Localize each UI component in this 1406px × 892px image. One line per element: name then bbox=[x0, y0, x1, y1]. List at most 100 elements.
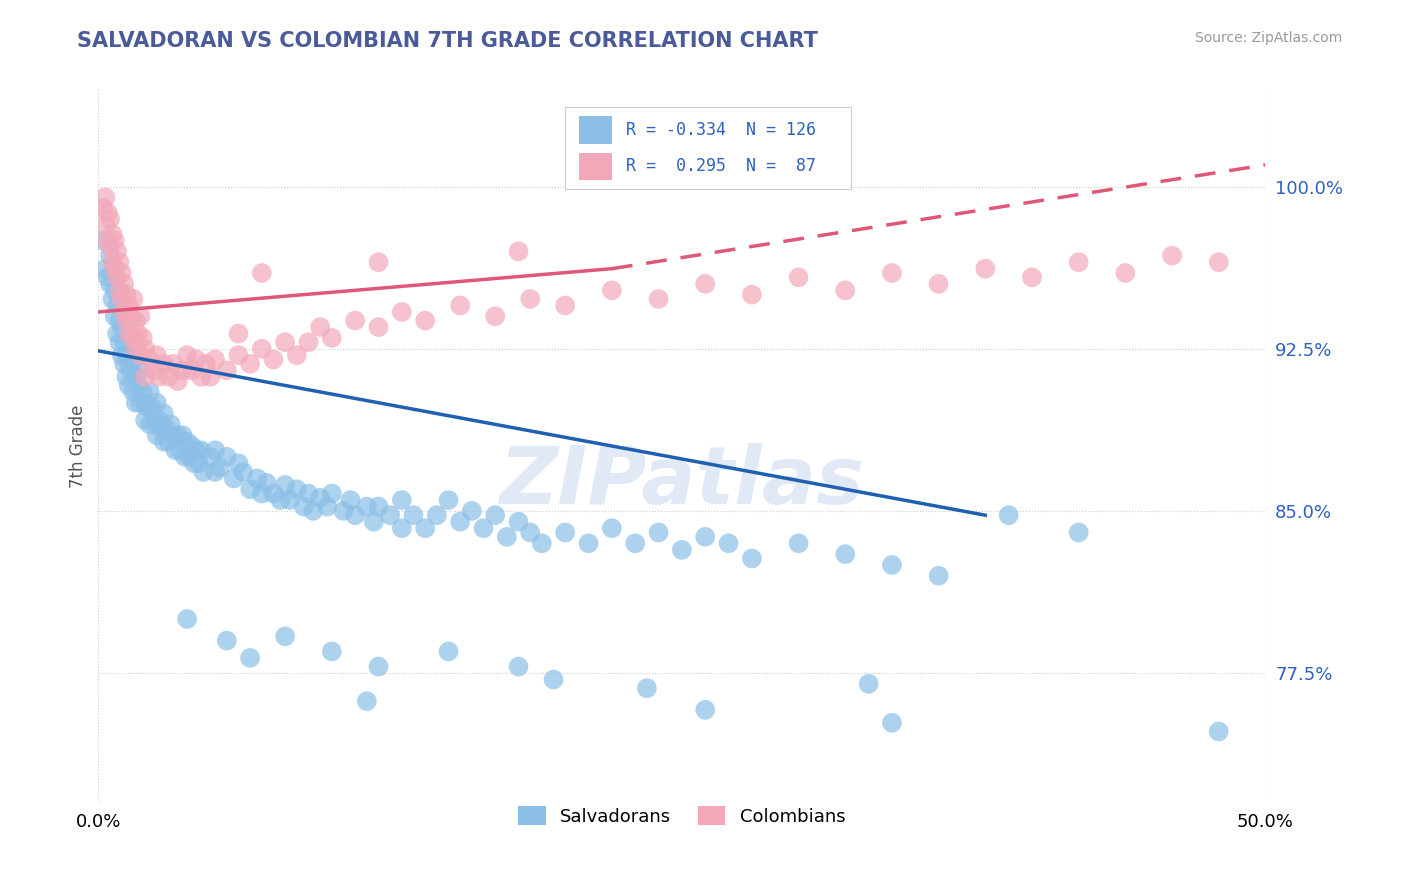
Point bbox=[302, 504, 325, 518]
Point bbox=[127, 326, 149, 341]
Point bbox=[104, 310, 127, 324]
Point bbox=[108, 313, 131, 327]
Point bbox=[274, 335, 297, 350]
Point bbox=[122, 352, 145, 367]
Point bbox=[1021, 270, 1043, 285]
Point bbox=[152, 357, 174, 371]
Point bbox=[339, 493, 361, 508]
Point bbox=[367, 659, 389, 673]
Point bbox=[152, 407, 174, 421]
Point bbox=[111, 292, 134, 306]
Point bbox=[578, 536, 600, 550]
Point bbox=[183, 456, 205, 470]
Point bbox=[519, 292, 541, 306]
Point bbox=[391, 493, 413, 508]
Point bbox=[426, 508, 449, 523]
Point bbox=[162, 357, 184, 371]
Point bbox=[519, 525, 541, 540]
Point bbox=[101, 266, 124, 280]
Point bbox=[94, 190, 117, 204]
Point bbox=[671, 542, 693, 557]
Point bbox=[112, 335, 135, 350]
Point bbox=[508, 659, 530, 673]
Point bbox=[159, 417, 181, 432]
Point bbox=[172, 363, 194, 377]
Point bbox=[1067, 255, 1090, 269]
Point bbox=[101, 255, 124, 269]
Point bbox=[880, 266, 903, 280]
Point bbox=[127, 378, 149, 392]
Point bbox=[97, 270, 120, 285]
Point bbox=[98, 211, 121, 226]
Point bbox=[152, 434, 174, 449]
Point bbox=[496, 530, 519, 544]
Point bbox=[269, 493, 291, 508]
Point bbox=[484, 310, 506, 324]
Point bbox=[125, 342, 148, 356]
Point bbox=[741, 287, 763, 301]
Point bbox=[166, 428, 188, 442]
Point bbox=[787, 536, 810, 550]
Point bbox=[356, 500, 378, 514]
Legend: Salvadorans, Colombians: Salvadorans, Colombians bbox=[512, 799, 852, 833]
Point bbox=[105, 270, 128, 285]
Point bbox=[98, 277, 121, 291]
Point bbox=[180, 439, 202, 453]
Point bbox=[141, 400, 163, 414]
Point bbox=[129, 396, 152, 410]
Point bbox=[1114, 266, 1136, 280]
Point bbox=[215, 633, 238, 648]
Point bbox=[367, 500, 389, 514]
Point bbox=[600, 283, 623, 297]
Point bbox=[228, 456, 250, 470]
Point bbox=[239, 482, 262, 496]
Point bbox=[321, 644, 343, 658]
Point bbox=[695, 703, 717, 717]
Point bbox=[112, 277, 135, 291]
Point bbox=[125, 369, 148, 384]
Point bbox=[105, 298, 128, 312]
Point bbox=[530, 536, 553, 550]
Point bbox=[139, 352, 162, 367]
Point bbox=[91, 201, 114, 215]
Point bbox=[222, 471, 245, 485]
Point bbox=[132, 331, 155, 345]
Point bbox=[169, 443, 191, 458]
Point bbox=[1208, 724, 1230, 739]
Point bbox=[108, 283, 131, 297]
Point bbox=[647, 525, 669, 540]
Point bbox=[190, 369, 212, 384]
Point bbox=[250, 486, 273, 500]
Point bbox=[136, 400, 159, 414]
Point bbox=[108, 335, 131, 350]
Point bbox=[94, 219, 117, 233]
Point bbox=[363, 515, 385, 529]
Point bbox=[246, 471, 269, 485]
Point bbox=[391, 521, 413, 535]
Point bbox=[367, 255, 389, 269]
Point bbox=[262, 486, 284, 500]
Point bbox=[118, 357, 141, 371]
Text: Source: ZipAtlas.com: Source: ZipAtlas.com bbox=[1195, 31, 1343, 45]
Point bbox=[105, 244, 128, 259]
Point bbox=[928, 277, 950, 291]
Point bbox=[250, 342, 273, 356]
Point bbox=[316, 500, 339, 514]
Point bbox=[97, 205, 120, 219]
Point bbox=[97, 234, 120, 248]
Point bbox=[122, 331, 145, 345]
Point bbox=[176, 348, 198, 362]
Point bbox=[215, 450, 238, 464]
Point bbox=[157, 369, 180, 384]
Point bbox=[115, 369, 138, 384]
Point bbox=[367, 320, 389, 334]
Point bbox=[285, 482, 308, 496]
Point bbox=[190, 443, 212, 458]
Point bbox=[880, 715, 903, 730]
Text: N = 126: N = 126 bbox=[747, 121, 815, 139]
Text: R =  0.295: R = 0.295 bbox=[626, 157, 725, 175]
Point bbox=[155, 422, 177, 436]
Text: N =  87: N = 87 bbox=[747, 157, 815, 175]
Point bbox=[285, 348, 308, 362]
Text: ZIPatlas: ZIPatlas bbox=[499, 442, 865, 521]
